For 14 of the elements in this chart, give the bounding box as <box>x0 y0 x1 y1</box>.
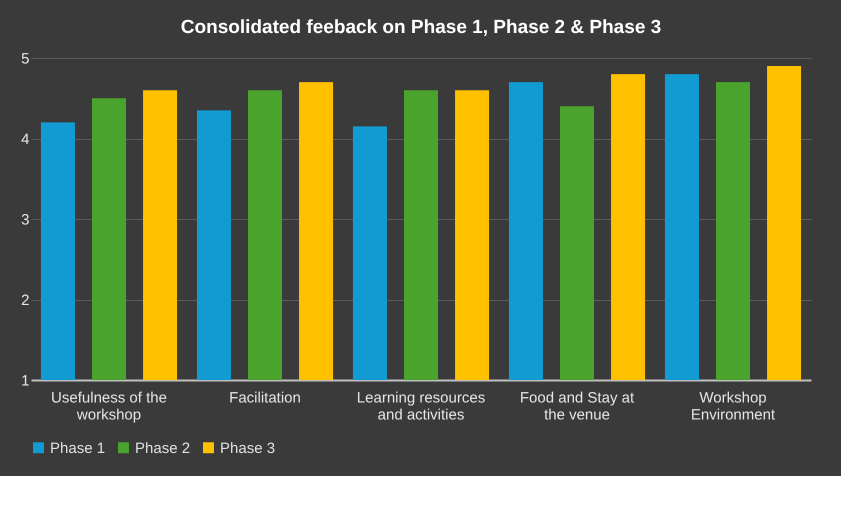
y-tick-label: 3 <box>21 212 30 228</box>
x-tick-label: Food and Stay at the venue <box>520 390 635 424</box>
legend-label: Phase 1 <box>50 440 106 457</box>
y-tick-label: 1 <box>21 372 30 390</box>
legend-label: Phase 3 <box>220 440 276 457</box>
y-tick-label: 4 <box>21 131 30 148</box>
x-tick-label: Workshop Environment <box>690 390 776 424</box>
x-tick-label: Facilitation <box>229 390 301 406</box>
chart-title: Consolidated feeback on Phase 1, Phase 2 & Phase 3 <box>180 17 662 38</box>
x-tick-label: Usefulness of the workshop <box>51 390 167 424</box>
y-tick-label: 2 <box>21 292 30 309</box>
y-tick-label: 5 <box>21 50 30 68</box>
legend-label: Phase 2 <box>135 440 190 457</box>
x-tick-label: Learning resources and activities <box>356 390 486 424</box>
